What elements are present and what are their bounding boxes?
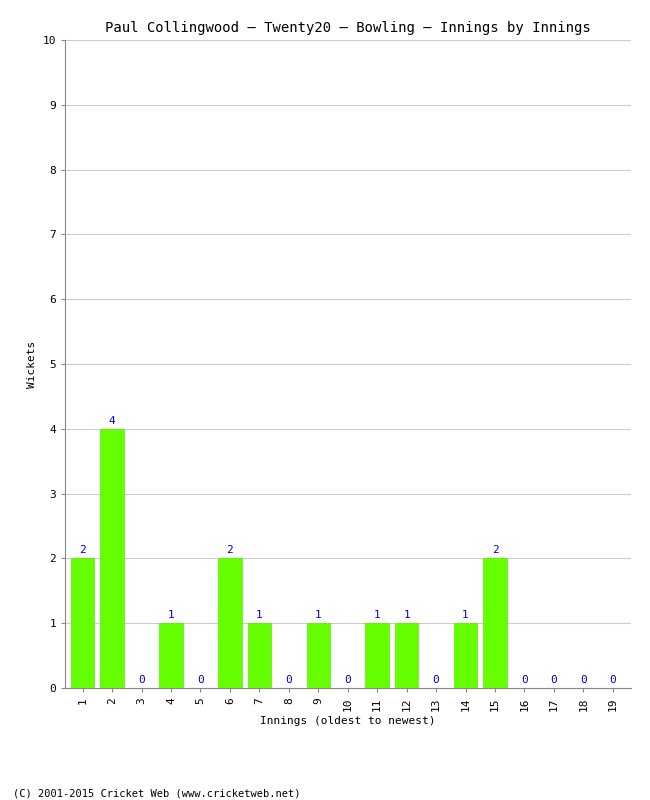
Text: 1: 1 bbox=[462, 610, 469, 620]
Bar bbox=[365, 623, 389, 688]
Title: Paul Collingwood – Twenty20 – Bowling – Innings by Innings: Paul Collingwood – Twenty20 – Bowling – … bbox=[105, 21, 591, 34]
Bar bbox=[100, 429, 124, 688]
Text: 0: 0 bbox=[138, 674, 145, 685]
Y-axis label: Wickets: Wickets bbox=[27, 340, 37, 388]
Bar bbox=[395, 623, 419, 688]
Text: 0: 0 bbox=[521, 674, 528, 685]
Text: (C) 2001-2015 Cricket Web (www.cricketweb.net): (C) 2001-2015 Cricket Web (www.cricketwe… bbox=[13, 788, 300, 798]
Text: 0: 0 bbox=[580, 674, 587, 685]
X-axis label: Innings (oldest to newest): Innings (oldest to newest) bbox=[260, 716, 436, 726]
Bar bbox=[159, 623, 183, 688]
Bar bbox=[218, 558, 242, 688]
Bar bbox=[248, 623, 271, 688]
Text: 2: 2 bbox=[79, 545, 86, 555]
Bar bbox=[483, 558, 507, 688]
Text: 0: 0 bbox=[197, 674, 204, 685]
Text: 4: 4 bbox=[109, 415, 116, 426]
Text: 1: 1 bbox=[168, 610, 174, 620]
Text: 1: 1 bbox=[374, 610, 381, 620]
Text: 0: 0 bbox=[610, 674, 616, 685]
Text: 2: 2 bbox=[227, 545, 233, 555]
Text: 1: 1 bbox=[315, 610, 322, 620]
Text: 0: 0 bbox=[551, 674, 557, 685]
Text: 1: 1 bbox=[403, 610, 410, 620]
Text: 1: 1 bbox=[256, 610, 263, 620]
Text: 2: 2 bbox=[491, 545, 499, 555]
Text: 0: 0 bbox=[344, 674, 351, 685]
Bar bbox=[454, 623, 477, 688]
Bar bbox=[307, 623, 330, 688]
Text: 0: 0 bbox=[433, 674, 439, 685]
Text: 0: 0 bbox=[285, 674, 293, 685]
Bar bbox=[71, 558, 94, 688]
